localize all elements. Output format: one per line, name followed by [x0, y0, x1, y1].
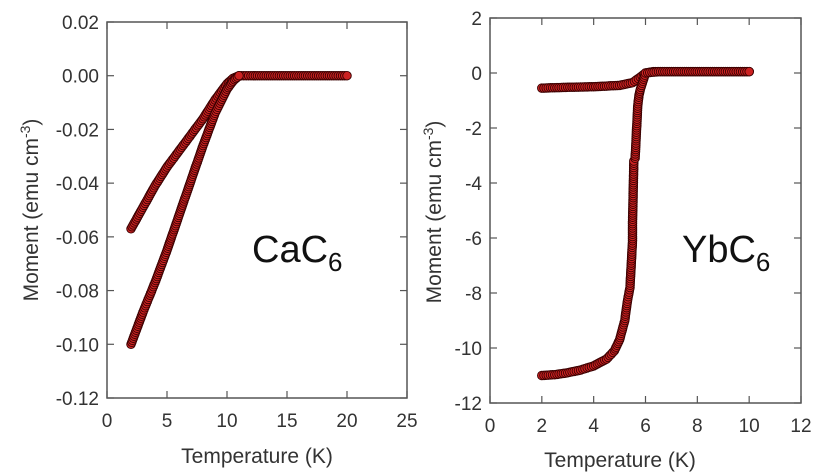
cac6-data-points: [126, 70, 352, 350]
x-tick-label: 2: [537, 416, 548, 437]
data-point: [744, 66, 754, 77]
y-tick-label: -0.08: [56, 282, 99, 303]
cac6-y-axis-label: Moment (emu cm-3): [17, 119, 43, 302]
y-tick-label: -12: [455, 394, 482, 415]
y-tick-label: -8: [465, 284, 482, 305]
cac6-plot: 0 5 10 15 20 25 0.02 0.00 -0.02 -0.04 -0.06 -0.08 -0…: [17, 13, 418, 468]
y-tick-label: 0.02: [62, 13, 99, 34]
ybc6-plot: 0 2 4 6 8 10 12 2 0 -2 -4 -6 -8 -10 -12 Temperature (K…: [420, 9, 812, 472]
x-tick-label: 4: [588, 416, 599, 437]
ybc6-data-points: [537, 66, 754, 381]
ybc6-annotation: YbC6: [682, 229, 770, 277]
cac6-x-axis-label: Temperature (K): [181, 445, 333, 468]
x-tick-label: 20: [336, 411, 357, 432]
x-tick-label: 6: [640, 416, 651, 437]
x-tick-label: 10: [739, 416, 760, 437]
y-tick-label: -10: [455, 339, 482, 360]
ybc6-y-axis-label: Moment (emu cm-3): [420, 121, 446, 304]
y-tick-label: 0: [471, 64, 482, 85]
y-tick-label: -2: [465, 119, 482, 140]
y-tick-label: -0.10: [56, 335, 99, 356]
ybc6-ticks: 0 2 4 6 8 10 12 2 0 -2 -4 -6 -8 -10 -12: [455, 9, 812, 437]
x-tick-label: 5: [162, 411, 173, 432]
y-tick-label: 2: [471, 9, 482, 30]
x-tick-label: 0: [102, 411, 113, 432]
ybc6-x-axis-label: Temperature (K): [544, 449, 696, 472]
cac6-plot-frame: [106, 21, 408, 399]
y-tick-label: 0.00: [62, 67, 99, 88]
x-tick-label: 25: [396, 411, 417, 432]
y-tick-label: -6: [465, 229, 482, 250]
y-tick-label: -0.06: [56, 228, 99, 249]
y-tick-label: -0.12: [56, 389, 99, 410]
y-tick-label: -0.04: [56, 174, 100, 195]
x-tick-label: 15: [276, 411, 297, 432]
y-tick-label: -4: [465, 174, 482, 195]
x-tick-label: 0: [485, 416, 496, 437]
cac6-ticks: 0 5 10 15 20 25 0.02 0.00 -0.02 -0.04 -0.06 -0.08 -0…: [56, 13, 418, 432]
data-point: [342, 70, 352, 81]
cac6-annotation: CaC6: [252, 229, 343, 277]
x-tick-label: 12: [790, 416, 811, 437]
y-tick-label: -0.02: [56, 120, 99, 141]
x-tick-label: 8: [692, 416, 703, 437]
data-point: [234, 70, 244, 81]
x-tick-label: 10: [216, 411, 237, 432]
